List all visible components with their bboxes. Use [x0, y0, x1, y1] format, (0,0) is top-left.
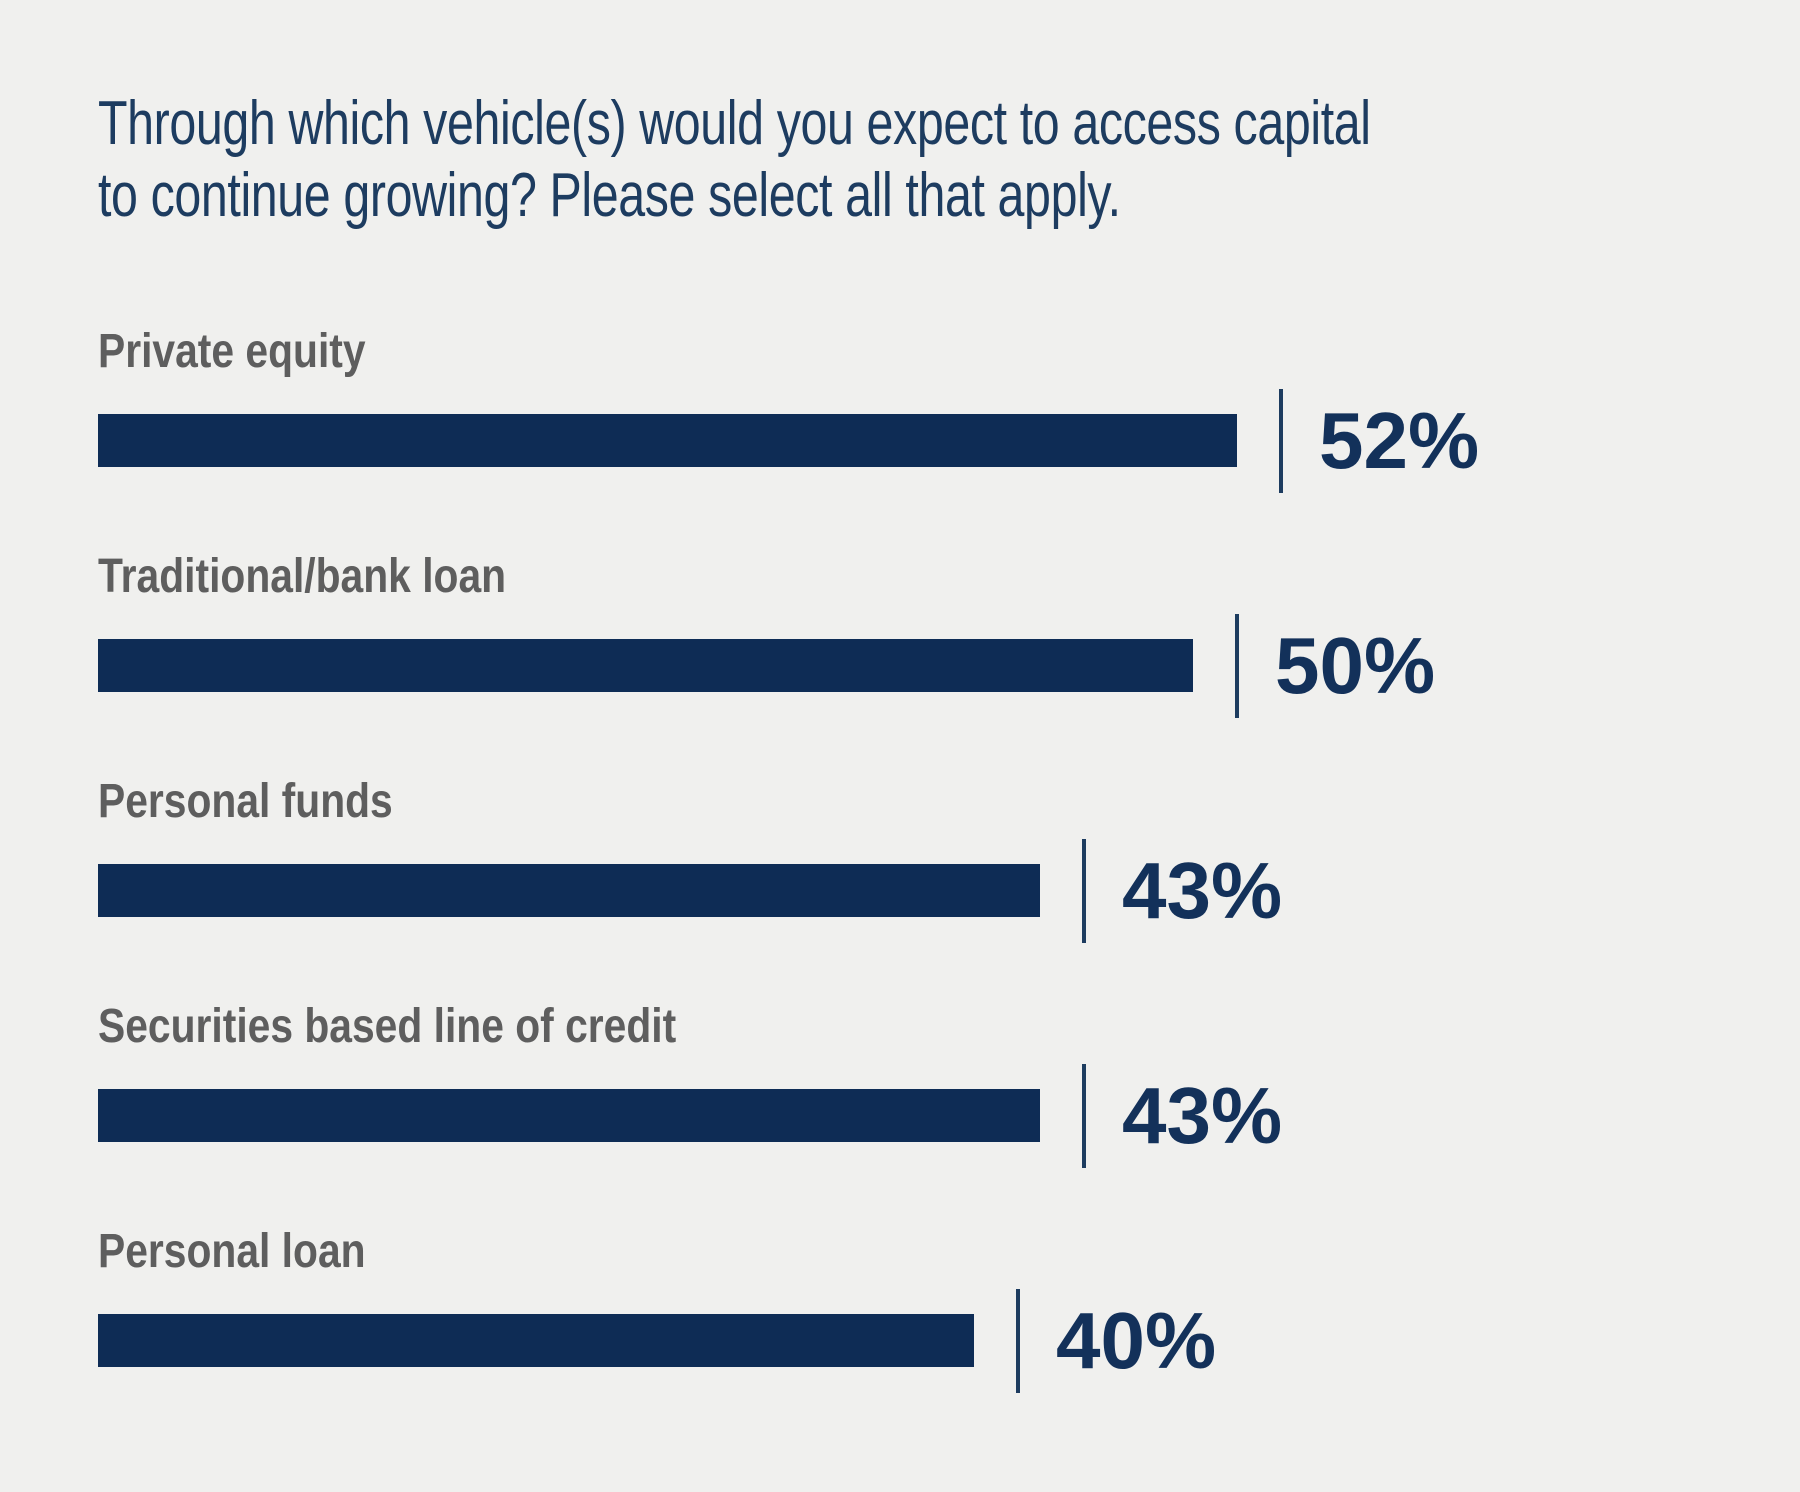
bar-value: 52% — [1319, 395, 1480, 485]
bar-value: 50% — [1275, 620, 1436, 710]
bar-rows: Private equity 52% Traditional/bank loan… — [98, 324, 1740, 1393]
bar-label: Personal funds — [98, 774, 393, 828]
bar-line: 52% — [98, 388, 1740, 493]
bar — [98, 864, 1040, 918]
bar-line: 43% — [98, 1063, 1740, 1168]
chart-title: Through which vehicle(s) would you expec… — [98, 88, 1379, 232]
bar-label: Private equity — [98, 324, 366, 378]
bar — [98, 1089, 1040, 1143]
value-tick-line — [1082, 1063, 1086, 1168]
chart-title-line-1: Through which vehicle(s) would you expec… — [98, 89, 1371, 158]
bar-value: 43% — [1122, 1070, 1283, 1160]
bar-label: Personal loan — [98, 1224, 366, 1278]
bar-value: 43% — [1122, 845, 1283, 935]
bar-line: 50% — [98, 613, 1740, 718]
bar — [98, 414, 1237, 468]
bar — [98, 1314, 974, 1368]
chart-title-line-2: to continue growing? Please select all t… — [98, 160, 1121, 230]
bar-value: 40% — [1056, 1295, 1217, 1385]
bar-label: Traditional/bank loan — [98, 549, 507, 603]
bar-label: Securities based line of credit — [98, 999, 677, 1053]
value-tick-line — [1016, 1288, 1020, 1393]
value-tick-line — [1279, 388, 1283, 493]
bar-row: Private equity 52% — [98, 324, 1740, 493]
value-tick-line — [1082, 838, 1086, 943]
bar-row: Traditional/bank loan 50% — [98, 549, 1740, 718]
bar-line: 40% — [98, 1288, 1740, 1393]
bar-row: Personal loan 40% — [98, 1224, 1740, 1393]
value-tick-line — [1235, 613, 1239, 718]
bar-row: Securities based line of credit 43% — [98, 999, 1740, 1168]
bar — [98, 639, 1193, 693]
bar-line: 43% — [98, 838, 1740, 943]
bar-row: Personal funds 43% — [98, 774, 1740, 943]
